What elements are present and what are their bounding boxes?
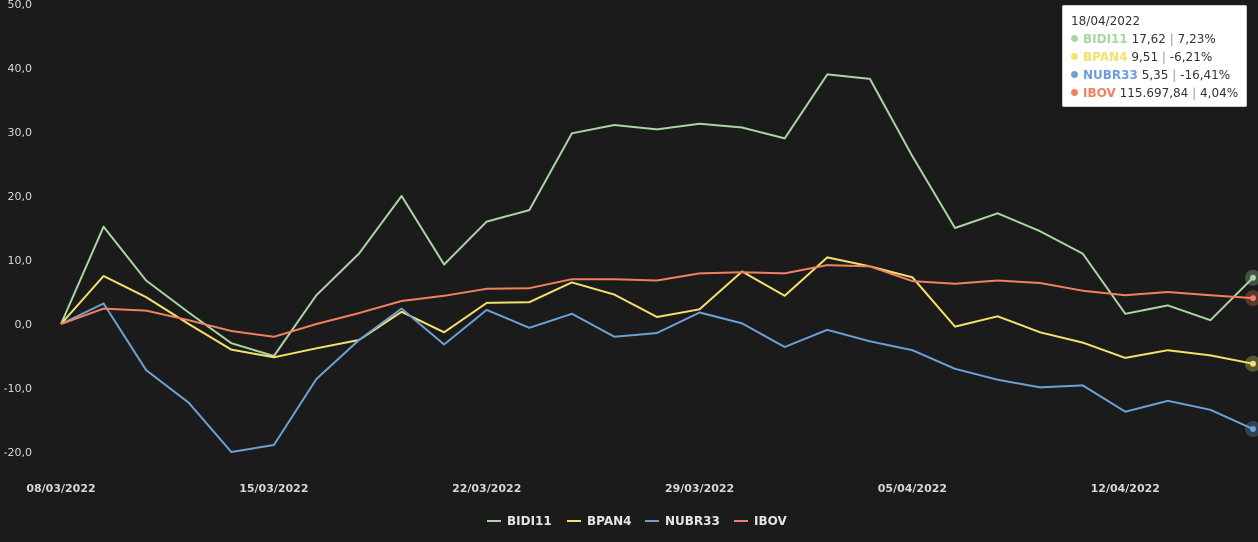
tooltip-value: 9,51 <box>1131 50 1159 64</box>
hover-point-bidi11 <box>1250 274 1256 281</box>
tooltip-row-bidi11: BIDI11 17,62 | 7,23% <box>1071 30 1238 48</box>
x-tick-label: 12/04/2022 <box>1091 482 1160 495</box>
x-tick-label: 22/03/2022 <box>452 482 521 495</box>
legend-item-nubr33[interactable]: NUBR33 <box>665 514 720 528</box>
tooltip-value: 115.697,84 <box>1119 86 1189 100</box>
y-tick-label: 0,0 <box>15 318 33 331</box>
x-axis: 08/03/2022 15/03/2022 22/03/2022 29/03/2022… <box>26 482 1160 495</box>
y-tick-label: -10,0 <box>4 382 32 395</box>
y-tick-label: 50,0 <box>8 0 33 11</box>
y-tick-label: 30,0 <box>8 126 33 139</box>
tooltip-dot-nubr33 <box>1071 71 1078 78</box>
legend-item-ibov[interactable]: IBOV <box>754 514 787 528</box>
tooltip: 18/04/2022 BIDI11 17,62 | 7,23% BPAN4 9,… <box>1062 5 1247 107</box>
x-tick-label: 15/03/2022 <box>239 482 308 495</box>
legend: BIDI11 BPAN4 NUBR33 IBOV <box>487 514 787 528</box>
x-tick-label: 29/03/2022 <box>665 482 734 495</box>
x-tick-label: 05/04/2022 <box>878 482 947 495</box>
series-line-bidi11 <box>60 73 1254 357</box>
tooltip-separator: | <box>1172 68 1177 82</box>
tooltip-row-bpan4: BPAN4 9,51 | -6,21% <box>1071 48 1238 66</box>
y-tick-label: 20,0 <box>8 190 33 203</box>
tooltip-row-nubr33: NUBR33 5,35 | -16,41% <box>1071 66 1238 84</box>
series-line-bpan4 <box>60 256 1254 365</box>
tooltip-dot-bpan4 <box>1071 53 1078 60</box>
series-line-ibov <box>60 264 1254 338</box>
y-tick-label: 10,0 <box>8 254 33 267</box>
tooltip-change: 4,04% <box>1200 86 1239 100</box>
legend-item-bpan4[interactable]: BPAN4 <box>587 514 632 528</box>
hover-point-ibov <box>1250 295 1256 302</box>
tooltip-change: -6,21% <box>1169 50 1213 64</box>
y-tick-label: -20,0 <box>4 446 32 459</box>
tooltip-separator: | <box>1161 50 1166 64</box>
y-axis: 50,0 40,0 30,0 20,0 10,0 0,0 -10,0 -20,0 <box>4 0 32 459</box>
tooltip-dot-bidi11 <box>1071 35 1078 42</box>
tooltip-row-ibov: IBOV 115.697,84 | 4,04% <box>1071 84 1238 102</box>
tooltip-symbol: BPAN4 <box>1083 50 1128 64</box>
tooltip-separator: | <box>1169 32 1174 46</box>
tooltip-change: -16,41% <box>1180 68 1231 82</box>
y-tick-label: 40,0 <box>8 62 33 75</box>
tooltip-change: 7,23% <box>1177 32 1216 46</box>
tooltip-date: 18/04/2022 <box>1071 14 1141 28</box>
tooltip-symbol: BIDI11 <box>1083 32 1128 46</box>
x-tick-label: 08/03/2022 <box>26 482 95 495</box>
series-lines <box>60 73 1254 453</box>
tooltip-dot-ibov <box>1071 89 1078 96</box>
hover-point-bpan4 <box>1250 360 1256 367</box>
tooltip-symbol: NUBR33 <box>1083 68 1138 82</box>
tooltip-value: 17,62 <box>1131 32 1166 46</box>
hover-markers <box>1245 269 1258 438</box>
tooltip-symbol: IBOV <box>1083 86 1116 100</box>
tooltip-separator: | <box>1192 86 1197 100</box>
series-line-nubr33 <box>60 302 1254 453</box>
hover-point-nubr33 <box>1250 426 1256 433</box>
tooltip-value: 5,35 <box>1141 68 1169 82</box>
legend-item-bidi11[interactable]: BIDI11 <box>507 514 552 528</box>
